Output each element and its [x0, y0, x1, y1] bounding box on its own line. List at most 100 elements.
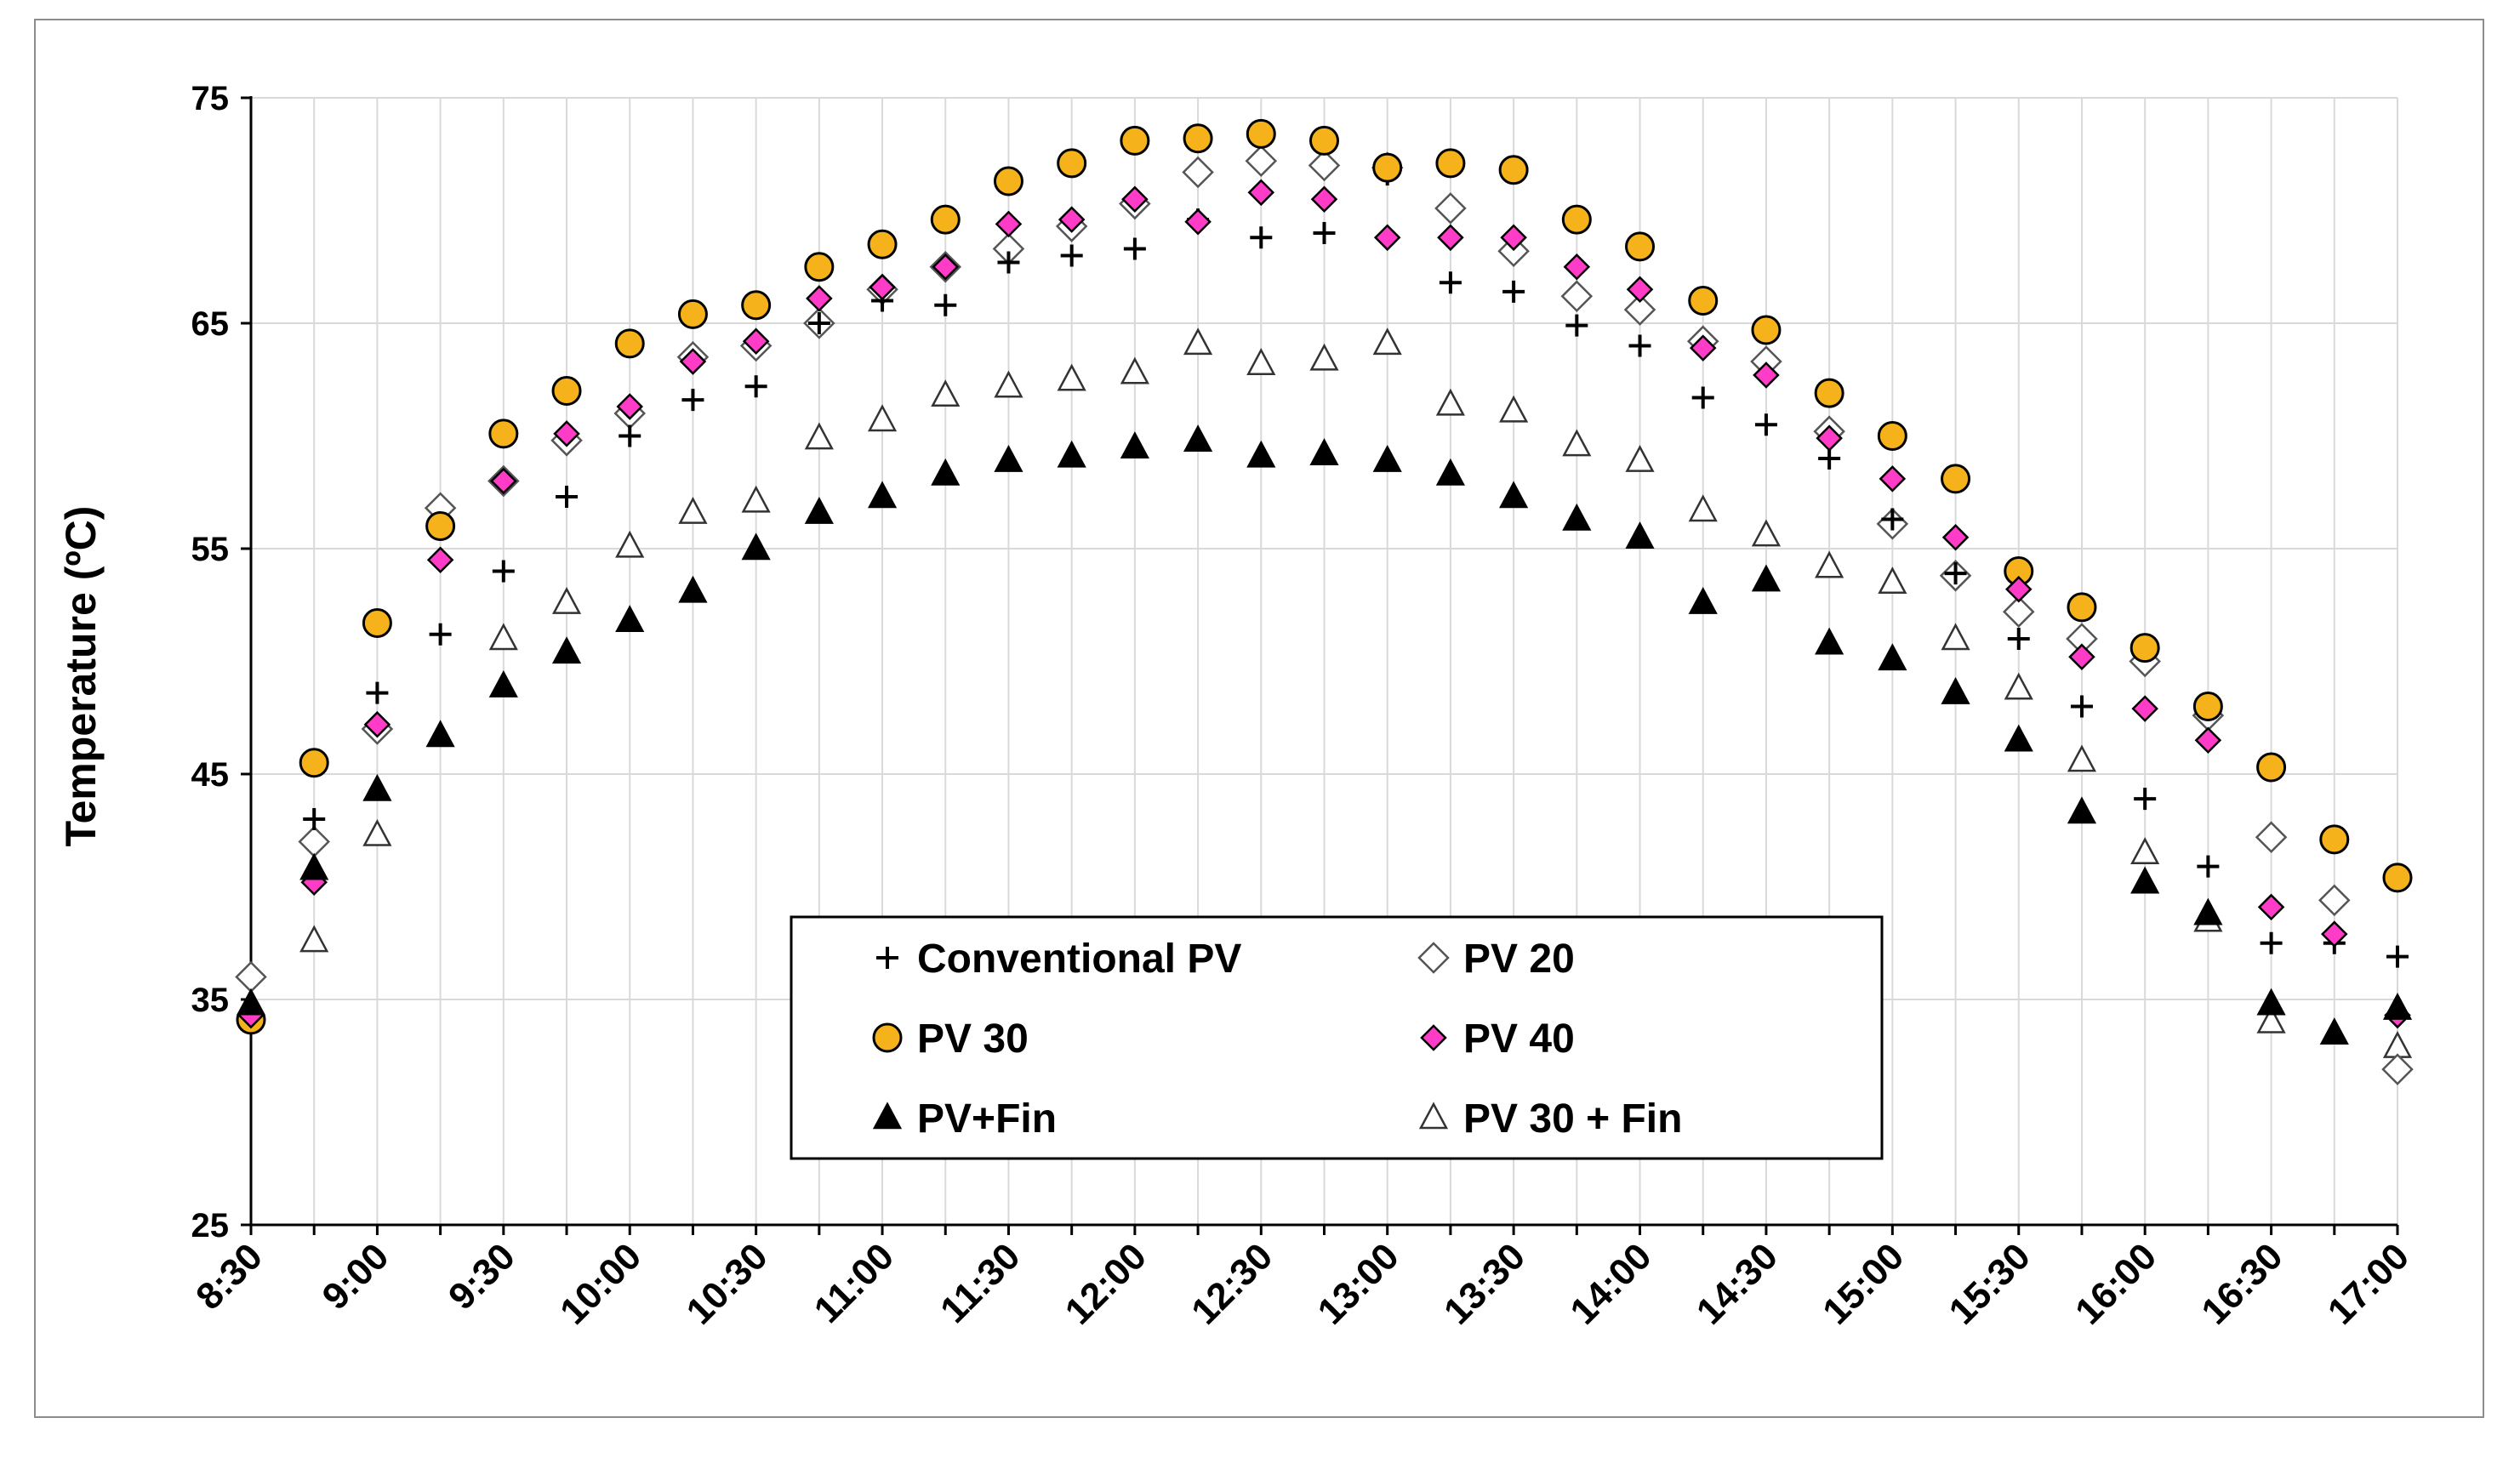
legend: Conventional PV PV 20 PV 30 PV 40 PV+Fin PV 3… — [790, 915, 1884, 1160]
point-pv-fin — [1688, 586, 1718, 614]
point-pv-fin — [1120, 431, 1149, 458]
point-pv-20 — [1560, 280, 1594, 312]
point-pv-fin — [2382, 992, 2413, 1020]
point-pv-30 — [741, 290, 772, 321]
point-pv-fin — [1878, 643, 1907, 671]
point-pv-40 — [1879, 465, 1907, 493]
point-pv-fin — [2193, 897, 2223, 925]
point-conventional-pv — [2386, 945, 2409, 968]
point-pv-30-fin — [1688, 494, 1718, 522]
point-pv-40 — [1121, 185, 1149, 214]
legend-label-pv-fin: PV+Fin — [917, 1096, 1057, 1142]
point-pv-fin — [299, 852, 329, 880]
point-pv-30-fin — [994, 370, 1023, 398]
point-pv-40 — [2321, 920, 2348, 948]
point-pv-30 — [1688, 286, 1719, 316]
point-pv-30 — [1625, 231, 1656, 262]
point-pv-40 — [2194, 726, 2222, 754]
point-pv-20 — [2255, 821, 2288, 853]
point-pv-fin — [1562, 503, 1592, 531]
point-pv-fin — [1372, 445, 1402, 472]
point-pv-30 — [1372, 152, 1403, 183]
point-pv-40 — [932, 253, 960, 281]
point-pv-30-fin — [1499, 395, 1529, 423]
point-conventional-pv — [2134, 788, 2157, 811]
point-pv-40 — [616, 393, 644, 420]
point-pv-30-fin — [1120, 356, 1149, 384]
legend-label-pv-40: PV 40 — [1463, 1016, 1575, 1062]
point-pv-30 — [2067, 592, 2097, 623]
x-tick-label: 13:30 — [1436, 1235, 1533, 1332]
point-pv-40 — [1689, 334, 1717, 362]
legend-label-pv-30: PV 30 — [917, 1016, 1029, 1062]
point-pv-30-fin — [299, 925, 329, 953]
point-pv-30-fin — [931, 379, 961, 407]
point-pv-20 — [2381, 1053, 2414, 1085]
x-tick-label: 16:30 — [2193, 1235, 2290, 1332]
legend-label-pv-20: PV 20 — [1463, 937, 1575, 982]
y-tick-label: 25 — [191, 1207, 230, 1244]
point-pv-fin — [741, 532, 771, 561]
point-conventional-pv — [997, 251, 1020, 274]
point-pv-30 — [1246, 118, 1276, 149]
point-pv-40 — [806, 285, 833, 312]
point-pv-40 — [1247, 179, 1275, 207]
point-pv-fin — [931, 458, 961, 486]
point-conventional-pv — [619, 424, 641, 447]
point-pv-fin — [2067, 796, 2097, 824]
point-conventional-pv — [492, 560, 515, 583]
point-conventional-pv — [2070, 695, 2093, 718]
point-conventional-pv — [556, 486, 579, 509]
point-pv-30 — [425, 511, 456, 541]
x-tick-label: 14:00 — [1562, 1235, 1659, 1332]
point-pv-40 — [1437, 224, 1464, 252]
legend-marker-pv-30 — [872, 1022, 903, 1053]
x-tick-label: 10:00 — [552, 1235, 649, 1332]
point-pv-30-fin — [1435, 388, 1465, 416]
x-tick-label: 8:30 — [188, 1235, 271, 1318]
point-pv-30-fin — [1815, 550, 1844, 578]
point-pv-30-fin — [2256, 1005, 2286, 1033]
point-pv-30 — [930, 204, 961, 235]
point-pv-40 — [2068, 643, 2095, 670]
y-tick-label: 35 — [191, 982, 230, 1019]
point-conventional-pv — [1439, 271, 1462, 294]
point-pv-fin — [867, 481, 898, 509]
point-pv-30-fin — [1246, 348, 1276, 375]
x-tick-label: 12:30 — [1183, 1235, 1280, 1332]
point-pv-30-fin — [1057, 363, 1086, 391]
point-pv-30 — [2129, 633, 2160, 663]
x-tick-label: 10:30 — [678, 1235, 775, 1332]
legend-label-conventional-pv: Conventional PV — [917, 937, 1241, 982]
point-pv-fin — [1751, 564, 1782, 592]
axes — [241, 96, 2399, 1235]
point-pv-fin — [362, 773, 392, 801]
point-pv-20 — [1434, 192, 1467, 225]
point-pv-40 — [363, 710, 391, 738]
point-pv-30-fin — [1372, 327, 1402, 356]
y-tick-label: 45 — [191, 756, 230, 794]
point-conventional-pv — [2197, 855, 2220, 878]
point-conventional-pv — [2260, 931, 2283, 954]
x-tick-label: 13:00 — [1310, 1235, 1407, 1332]
point-pv-30-fin — [2067, 744, 2097, 772]
y-axis-label: Temperature (ºC) — [57, 506, 105, 847]
point-pv-30 — [488, 418, 519, 449]
point-pv-30-fin — [362, 818, 392, 846]
point-pv-fin — [2319, 1017, 2349, 1045]
point-pv-30 — [993, 166, 1023, 196]
point-pv-30 — [1435, 148, 1466, 179]
x-tick-label: 17:00 — [2320, 1235, 2417, 1332]
point-pv-30-fin — [867, 404, 898, 432]
point-pv-30 — [804, 252, 835, 282]
point-pv-30-fin — [2004, 672, 2033, 700]
point-pv-30-fin — [678, 496, 708, 524]
y-tick-labels: 25 35 45 55 65 75 — [191, 80, 230, 1244]
point-conventional-pv — [1565, 314, 1588, 337]
legend-marker-pv-20 — [1417, 942, 1450, 974]
y-tick-label: 65 — [191, 305, 230, 343]
point-pv-30-fin — [2130, 837, 2160, 864]
point-pv-20 — [1308, 149, 1341, 182]
point-conventional-pv — [429, 623, 452, 646]
x-tick-label: 11:30 — [932, 1235, 1029, 1331]
